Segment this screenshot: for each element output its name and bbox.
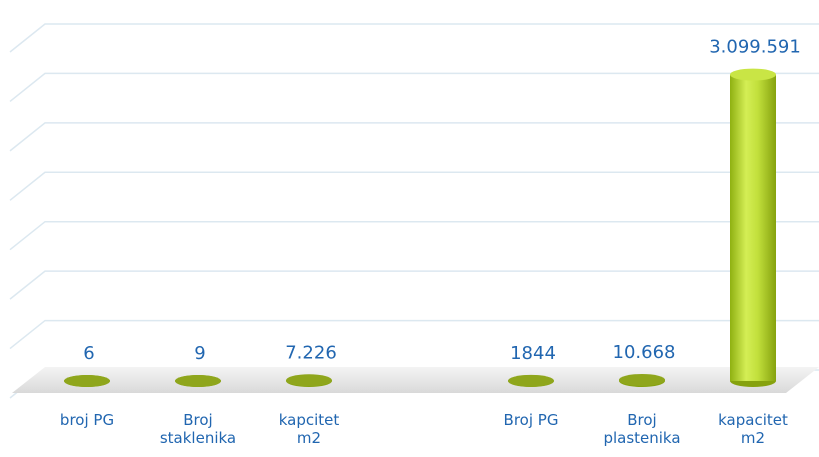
grid-line xyxy=(9,220,819,251)
value-label: 7.226 xyxy=(285,342,337,363)
grid-line xyxy=(9,270,819,300)
x-tick-label: kapacitet m2 xyxy=(718,411,788,447)
value-label: 6 xyxy=(83,343,94,364)
grid-line xyxy=(9,72,819,103)
x-tick-label: Broj staklenika xyxy=(159,411,237,447)
bar-cap xyxy=(508,374,554,387)
value-label: 3.099.591 xyxy=(709,37,801,58)
value-label: 10.668 xyxy=(613,342,676,363)
value-label: 9 xyxy=(194,343,205,364)
x-tick-label: kapcitet m2 xyxy=(278,411,340,447)
grid-line xyxy=(9,122,819,152)
bar-cap xyxy=(175,374,221,387)
bar-cap xyxy=(619,373,665,386)
x-tick-label: broj PG xyxy=(59,411,115,429)
grid-line xyxy=(9,171,819,201)
bar xyxy=(730,74,776,382)
x-tick-label: Broj PG xyxy=(503,411,559,429)
bar-cap xyxy=(730,68,776,81)
floor xyxy=(12,367,819,393)
grid-line xyxy=(9,319,819,350)
bar-cap xyxy=(64,374,110,387)
x-tick-label: Broj plastenika xyxy=(603,411,681,447)
value-label: 1844 xyxy=(510,343,556,364)
bar-cap xyxy=(286,374,332,387)
grid-line xyxy=(9,23,819,53)
